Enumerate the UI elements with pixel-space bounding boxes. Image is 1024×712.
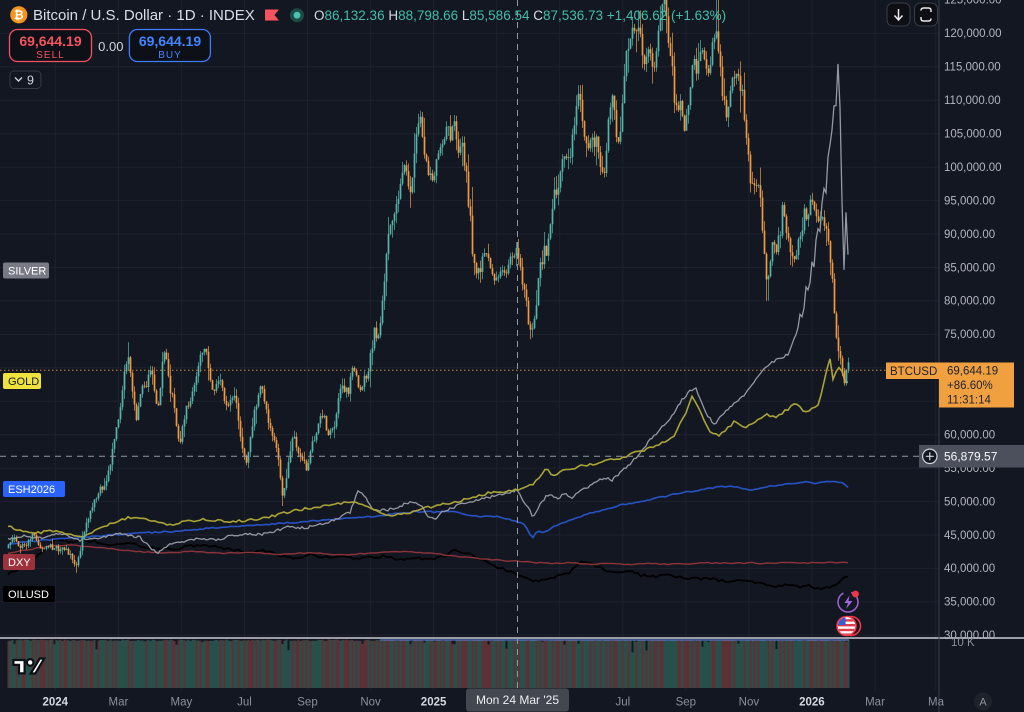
svg-text:40,000.00: 40,000.00 (944, 563, 995, 575)
svg-text:115,000.00: 115,000.00 (944, 62, 1001, 74)
svg-text:11:31:14: 11:31:14 (947, 395, 992, 407)
svg-text:35,000.00: 35,000.00 (944, 597, 995, 609)
svg-text:2024: 2024 (43, 697, 69, 709)
svg-text:69,644.19: 69,644.19 (947, 366, 998, 378)
svg-text:2025: 2025 (421, 697, 447, 709)
svg-text:+86.60%: +86.60% (947, 380, 993, 392)
svg-text:56,879.57: 56,879.57 (944, 450, 998, 464)
svg-text:Nov: Nov (360, 697, 381, 709)
svg-text:Jul: Jul (237, 697, 252, 709)
svg-text:0.00: 0.00 (98, 39, 123, 54)
svg-text:95,000.00: 95,000.00 (944, 195, 995, 207)
svg-text:Mar: Mar (108, 697, 128, 709)
svg-text:69,644.19: 69,644.19 (139, 33, 201, 49)
svg-text:May: May (171, 697, 193, 709)
svg-text:Bitcoin / U.S. Dollar · 1D · I: Bitcoin / U.S. Dollar · 1D · INDEX (33, 7, 255, 24)
svg-text:125,000.00: 125,000.00 (944, 0, 1002, 7)
svg-text:105,000.00: 105,000.00 (944, 129, 1002, 141)
svg-text:75,000.00: 75,000.00 (944, 329, 995, 341)
svg-text:10 K: 10 K (951, 637, 975, 649)
svg-text:OILUSD: OILUSD (8, 589, 49, 601)
svg-text:SILVER: SILVER (8, 266, 46, 278)
svg-text:45,000.00: 45,000.00 (944, 530, 995, 542)
svg-text:Sep: Sep (676, 697, 696, 709)
svg-text:BUY: BUY (158, 50, 182, 61)
svg-text:Mon 24 Mar '25: Mon 24 Mar '25 (476, 693, 559, 707)
svg-text:Nov: Nov (739, 697, 760, 709)
svg-text:110,000.00: 110,000.00 (944, 95, 1001, 107)
svg-text:Jul: Jul (615, 697, 630, 709)
svg-text:80,000.00: 80,000.00 (944, 296, 995, 308)
svg-text:BTCUSD: BTCUSD (890, 366, 937, 378)
svg-text:120,000.00: 120,000.00 (944, 28, 1002, 40)
svg-text:60,000.00: 60,000.00 (944, 430, 995, 442)
svg-text:A: A (979, 697, 987, 709)
svg-text:Mar: Mar (865, 697, 885, 709)
svg-text:Sep: Sep (297, 697, 317, 709)
svg-text:DXY: DXY (8, 557, 31, 569)
svg-text:85,000.00: 85,000.00 (944, 262, 995, 274)
svg-text:69,644.19: 69,644.19 (19, 33, 81, 49)
svg-text:9: 9 (27, 74, 34, 88)
svg-text:GOLD: GOLD (8, 376, 39, 388)
svg-text:₿: ₿ (14, 8, 24, 22)
svg-text:100,000.00: 100,000.00 (944, 162, 1002, 174)
svg-text:SELL: SELL (36, 50, 64, 61)
svg-text:Ma: Ma (928, 697, 945, 709)
svg-text:90,000.00: 90,000.00 (944, 229, 995, 241)
svg-text:30,000.00: 30,000.00 (944, 630, 995, 642)
svg-text:50,000.00: 50,000.00 (944, 496, 995, 508)
svg-text:ESH2026: ESH2026 (8, 484, 55, 496)
svg-text:O86,132.36 H88,798.66 L85,586.: O86,132.36 H88,798.66 L85,586.54 C87,536… (314, 8, 726, 23)
svg-text:2026: 2026 (799, 697, 825, 709)
